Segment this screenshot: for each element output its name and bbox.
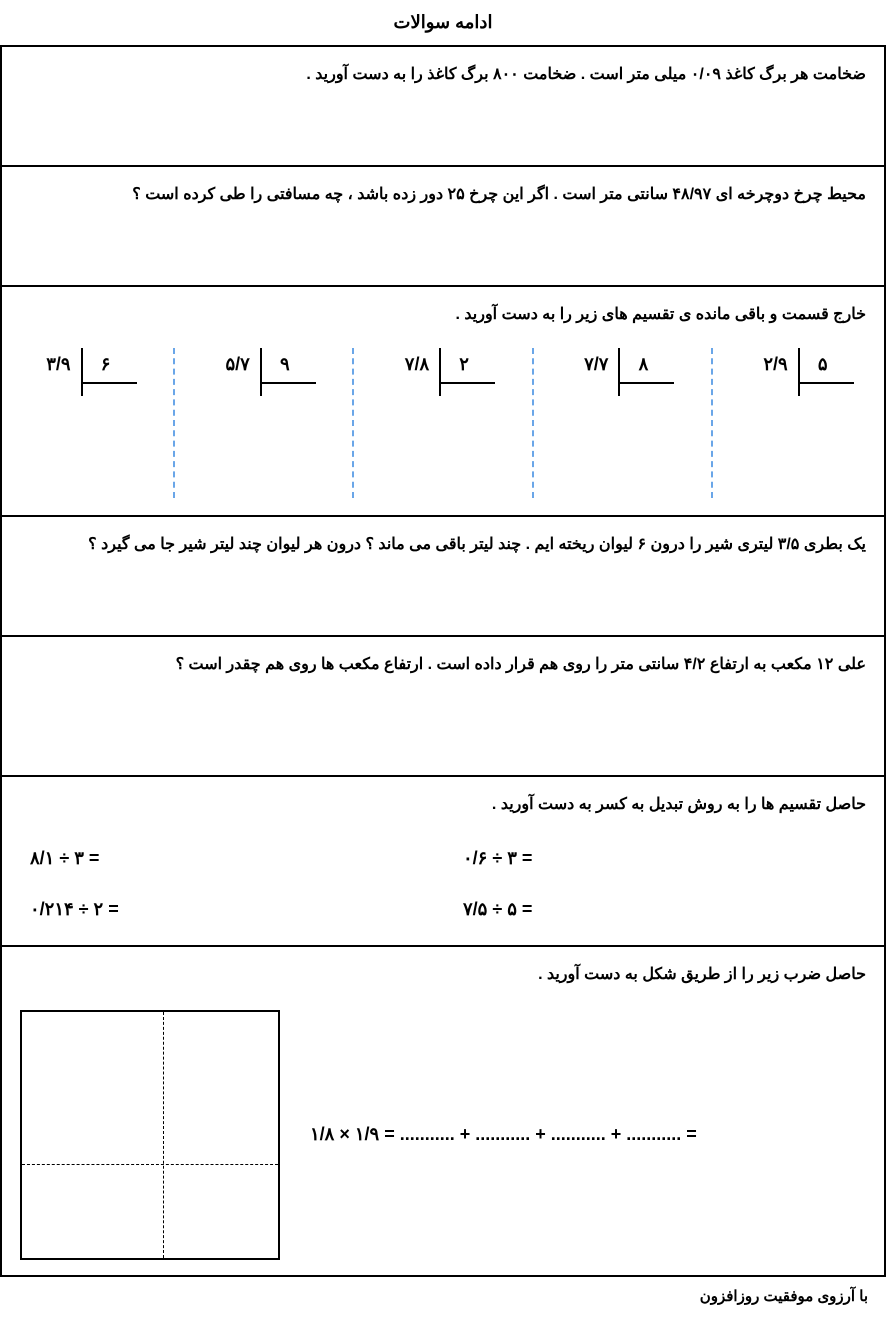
q7-text: حاصل ضرب زیر را از طریق شکل به دست آورید… [20,961,866,990]
q5-text: علی ۱۲ مکعب به ارتفاع ۴/۲ سانتی متر را ر… [20,651,866,680]
q2-text: محیط چرخ دوچرخه ای ۴۸/۹۷ سانتی متر است .… [20,181,866,210]
question-1: ضخامت هر برگ کاغذ ۰/۰۹ میلی متر است . ضخ… [2,47,884,167]
div5-dividend: ۶ [81,348,129,396]
division-3: ۷/۸ ۲ [399,348,487,396]
division-2: ۷/۷ ۸ [578,348,666,396]
q3-text: خارج قسمت و باقی مانده ی تقسیم های زیر ر… [20,301,866,330]
eq-top-right: ۰/۶ ÷ ۳ = [463,848,856,869]
separator [173,348,175,498]
question-4: یک بطری ۳/۵ لیتری شیر را درون ۶ لیوان ری… [2,517,884,637]
division-5: ۳/۹ ۶ [40,348,128,396]
equation-grid: ۸/۱ ÷ ۳ = ۰/۶ ÷ ۳ = ۰/۲۱۴ ÷ ۲ = ۷/۵ ÷ ۵ … [20,848,866,920]
eq-bottom-left: ۰/۲۱۴ ÷ ۲ = [30,899,423,920]
mult-equation: ۱/۸ × ۱/۹ = ........... + ........... + … [310,1124,866,1145]
separator [532,348,534,498]
division-4: ۵/۷ ۹ [220,348,308,396]
eq-top-left: ۸/۱ ÷ ۳ = [30,848,423,869]
question-6: حاصل تقسیم ها را به روش تبدیل به کسر به … [2,777,884,947]
footer-text: با آرزوی موفقیت روزافزون [0,1277,886,1311]
question-5: علی ۱۲ مکعب به ارتفاع ۴/۲ سانتی متر را ر… [2,637,884,777]
mult-area: ۱/۸ × ۱/۹ = ........... + ........... + … [20,1010,866,1260]
div4-dividend: ۹ [260,348,308,396]
separator [711,348,713,498]
mult-hline [22,1164,278,1165]
div2-dividend: ۸ [618,348,666,396]
question-7: حاصل ضرب زیر را از طریق شکل به دست آورید… [2,947,884,1277]
div2-divisor: ۷/۷ [578,348,618,375]
div3-divisor: ۷/۸ [399,348,439,375]
mult-vline [163,1012,164,1258]
div3-dividend: ۲ [439,348,487,396]
mult-eq-text: ۱/۸ × ۱/۹ = ........... + ........... + … [310,1124,697,1144]
eq-bottom-right: ۷/۵ ÷ ۵ = [463,899,856,920]
page-title: ادامه سوالات [0,0,886,45]
q6-text: حاصل تقسیم ها را به روش تبدیل به کسر به … [20,791,866,820]
worksheet: ضخامت هر برگ کاغذ ۰/۰۹ میلی متر است . ضخ… [0,45,886,1277]
q1-text: ضخامت هر برگ کاغذ ۰/۰۹ میلی متر است . ضخ… [20,61,866,90]
div4-divisor: ۵/۷ [220,348,260,375]
div1-dividend: ۵ [798,348,846,396]
separator [352,348,354,498]
q4-text: یک بطری ۳/۵ لیتری شیر را درون ۶ لیوان ری… [20,531,866,560]
question-2: محیط چرخ دوچرخه ای ۴۸/۹۷ سانتی متر است .… [2,167,884,287]
question-3: خارج قسمت و باقی مانده ی تقسیم های زیر ر… [2,287,884,517]
div1-divisor: ۲/۹ [757,348,797,375]
division-row: ۲/۹ ۵ ۷/۷ ۸ ۷/۸ ۲ ۵/۷ ۹ ۳/۹ ۶ [20,348,866,498]
div5-divisor: ۳/۹ [40,348,80,375]
division-1: ۲/۹ ۵ [757,348,845,396]
mult-square [20,1010,280,1260]
